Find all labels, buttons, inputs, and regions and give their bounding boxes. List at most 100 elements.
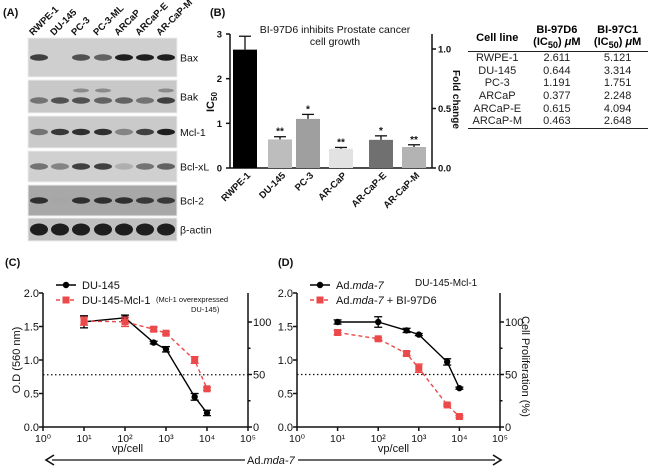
x-tick-label: 10⁴	[199, 433, 215, 445]
data-point	[374, 335, 382, 343]
category-label: RWPE-1	[219, 170, 253, 204]
y-axis-label-sub: 50	[210, 92, 219, 101]
blot-band-upper	[73, 88, 89, 93]
x-tick-label: 10⁰	[289, 433, 306, 445]
data-point	[162, 329, 170, 337]
y-tick-label: 2.0	[278, 288, 293, 300]
bi97c1-value: 5.121	[603, 52, 632, 65]
blot-band	[51, 223, 69, 236]
x-tick-label: 10³	[411, 433, 427, 445]
arrow-left-head-icon	[44, 454, 55, 466]
legend-note-line2: DU-145)	[191, 305, 220, 314]
y-tick-label: 0.0	[278, 422, 293, 434]
x-tick-label: 10⁵	[492, 433, 508, 445]
blot-band	[157, 163, 175, 170]
cell-line: ARCaP-E	[473, 102, 522, 115]
blot-band	[94, 97, 112, 104]
data-point	[403, 327, 410, 334]
bar-DU-145	[268, 139, 292, 168]
blot-band	[72, 163, 90, 170]
blot-band	[72, 54, 90, 61]
y2-tick-label: 0	[505, 422, 511, 434]
blot-band	[94, 128, 112, 136]
blot-band	[30, 223, 48, 236]
blot-band	[72, 223, 90, 236]
blot-band	[136, 54, 154, 61]
data-point	[415, 364, 423, 372]
blot-band	[72, 128, 90, 136]
category-label: DU-145	[257, 170, 288, 201]
significance-mark: **	[276, 127, 284, 138]
blot-band	[30, 197, 48, 204]
bi97c1-value: 1.751	[603, 77, 632, 90]
blot-band	[30, 128, 48, 136]
protein-label: Mcl-1	[180, 127, 206, 139]
y2-tick-label: 0.0	[438, 164, 451, 175]
blot-band	[157, 223, 175, 236]
category-label: AR-CaP-M	[381, 170, 422, 211]
blot-strip-Bak	[27, 79, 178, 114]
x-tick-label: 10⁴	[451, 433, 467, 445]
treatment-label: Ad.mda-7	[247, 455, 296, 467]
legend-italic: mda-7	[353, 280, 385, 292]
blot-band	[115, 54, 133, 61]
legend-prefix: Ad.	[336, 295, 353, 307]
table-row: ARCaP-E 0.615 4.094	[468, 103, 648, 116]
data-point	[150, 325, 158, 333]
bi97d6-value: 0.615	[543, 102, 571, 115]
y-tick-label: 2	[217, 74, 222, 85]
chart-title: BI-97D6 inhibits Prostate cancer	[260, 24, 411, 36]
data-point	[121, 318, 129, 326]
blot-band	[94, 223, 112, 236]
blot-band	[157, 54, 175, 61]
y2-tick-label: 50	[253, 370, 265, 382]
category-label: AR-CaP	[316, 170, 349, 203]
arrow-right-head-icon	[492, 454, 503, 466]
y-tick-label: 0.5	[278, 389, 293, 401]
col-cell-line: Cell line	[468, 24, 527, 53]
panel-label-b: (B)	[210, 7, 226, 19]
y2-tick-label: 0.5	[438, 104, 452, 115]
y-tick-label: 0.0	[24, 422, 39, 434]
data-point	[191, 356, 199, 364]
bar-PC-3	[296, 118, 320, 168]
legend-marker	[316, 296, 324, 304]
y-tick-label: 1.5	[24, 322, 39, 334]
bar-AR-CaP-M	[402, 147, 426, 168]
bar-AR-CaP-E	[369, 139, 393, 168]
y-tick-label: 1.0	[278, 355, 293, 367]
y-tick-label: 1.5	[278, 322, 293, 334]
table-row: ARCaP-M 0.463 2.648	[468, 115, 648, 129]
legend-label: Ad.mda-7	[336, 280, 385, 292]
chart-title-line2: cell growth	[310, 36, 360, 48]
bi97c1-value: 2.248	[603, 89, 632, 102]
data-point	[375, 318, 382, 326]
legend-suffix: + BI-97D6	[384, 295, 437, 307]
y-tick-label: 1	[217, 119, 223, 130]
panel-label-c: (C)	[5, 257, 21, 269]
series-line-Ad.mda-7	[337, 321, 461, 389]
blot-band	[115, 97, 133, 104]
legend-label: Ad.mda-7 + BI-97D6	[336, 295, 437, 307]
bi97d6-value: 1.191	[543, 77, 571, 90]
table-row: DU-145 0.644 3.314	[468, 65, 648, 78]
data-point	[443, 401, 451, 409]
panel-label-d: (D)	[278, 257, 294, 269]
blot-band	[72, 197, 90, 204]
blot-band	[51, 128, 69, 136]
x-tick-label: 10²	[117, 433, 133, 445]
col-bi97d6: BI-97D6 (IC50) μM	[526, 24, 588, 53]
x-tick-label: 10⁰	[35, 433, 52, 445]
bi97d6-value: 0.377	[543, 89, 571, 102]
legend-label: DU-145-Mcl-1	[82, 295, 150, 307]
table-header-row: Cell line BI-97D6 (IC50) μM BI-97C1 (IC50)…	[468, 24, 648, 53]
cell-line: PC-3	[484, 77, 510, 90]
blot-band	[136, 163, 154, 170]
y-tick-label: 1.0	[24, 355, 39, 367]
y2-tick-label: 1.0	[438, 45, 451, 56]
series-line-DU-145	[83, 317, 208, 414]
table-row: ARCaP 0.377 2.248	[468, 90, 648, 103]
data-point	[203, 409, 211, 417]
blot-band	[136, 223, 154, 236]
cell-line: DU-145	[478, 64, 517, 77]
